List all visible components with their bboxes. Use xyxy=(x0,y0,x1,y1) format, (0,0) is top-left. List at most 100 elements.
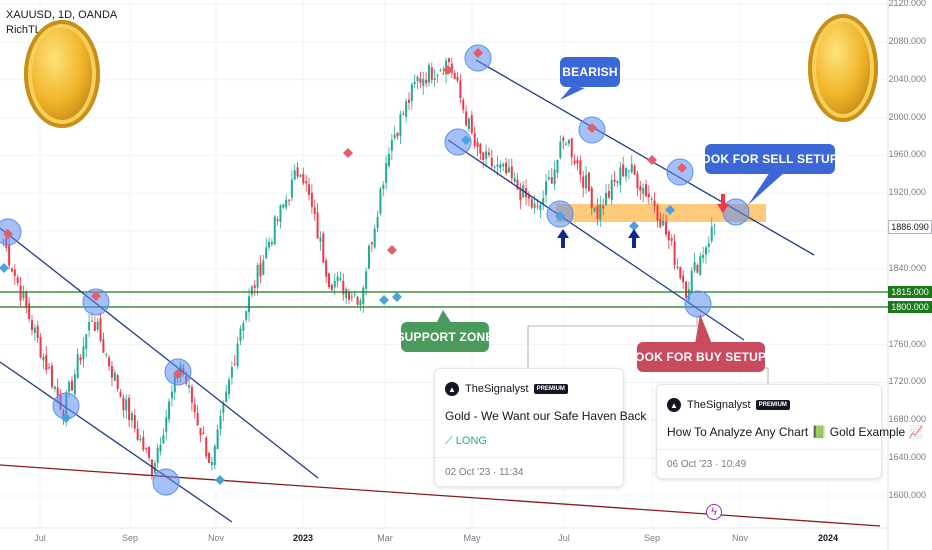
candle-body xyxy=(116,375,119,389)
candle-body xyxy=(542,198,545,205)
sell-setups-callout[interactable]: LOOK FOR SELL SETUPS xyxy=(694,144,846,174)
price-tick-label: 1640.000 xyxy=(888,452,926,463)
card-author: ▲ TheSignalyst PREMIUM xyxy=(667,398,790,412)
candle-body xyxy=(128,397,131,421)
pivot-diamond xyxy=(665,205,675,215)
support-zone-callout[interactable]: SUPPORT ZONE xyxy=(396,322,493,352)
touch-circle xyxy=(444,128,472,156)
price-tick-label: 2000.000 xyxy=(888,111,926,122)
bearish-callout[interactable]: BEARISH xyxy=(560,57,620,87)
channel-line-1-bottom xyxy=(0,361,233,523)
candle-body xyxy=(556,159,559,173)
candle-body xyxy=(673,241,676,266)
candle-body xyxy=(473,133,476,146)
candle-body xyxy=(10,268,13,272)
card-divider xyxy=(435,457,623,458)
candle-body xyxy=(416,76,419,82)
candle-body xyxy=(385,163,388,183)
candle-body xyxy=(613,179,616,182)
pivot-diamond xyxy=(555,211,565,221)
candle-body xyxy=(656,205,659,221)
candle-body xyxy=(305,181,308,184)
candle-body xyxy=(16,277,19,283)
candle-body xyxy=(216,429,219,450)
candle-body xyxy=(262,260,265,275)
candle-body xyxy=(550,177,553,184)
candle-body xyxy=(265,247,268,259)
candle-body xyxy=(250,286,253,295)
candle-body xyxy=(516,179,519,190)
idea-card-1[interactable]: ▲ TheSignalyst PREMIUM Gold - We Want ou… xyxy=(434,368,646,487)
pivot-diamond xyxy=(473,48,483,58)
candle-body xyxy=(122,397,125,411)
candle-body xyxy=(399,114,402,136)
candle-body xyxy=(645,184,648,197)
card-date: 02 Oct '23 · 11:34 xyxy=(445,467,524,478)
price-tick-label: 2080.000 xyxy=(888,35,926,46)
card-title[interactable]: How To Analyze Any Chart 📗 Gold Example … xyxy=(667,425,924,439)
candle-body xyxy=(42,356,45,361)
premium-badge: PREMIUM xyxy=(533,384,568,394)
candle-body xyxy=(642,187,645,194)
candle-body xyxy=(699,255,702,276)
candle-body xyxy=(330,284,333,291)
pivot-diamond xyxy=(61,413,71,423)
candle-body xyxy=(293,170,296,180)
candle-body xyxy=(539,204,542,210)
candle-body xyxy=(102,339,105,353)
card-author: ▲ TheSignalyst PREMIUM xyxy=(445,382,568,396)
idea-card-2[interactable]: ▲ TheSignalyst PREMIUM How To Analyze An… xyxy=(656,384,923,479)
candle-body xyxy=(662,220,665,226)
candle-body xyxy=(359,300,362,306)
candle-body xyxy=(610,180,613,200)
candle-body xyxy=(130,413,133,421)
price-tick-label: 1960.000 xyxy=(888,149,926,160)
candle-body xyxy=(245,310,248,320)
buy-setups-callout[interactable]: LOOK FOR BUY SETUPS xyxy=(628,342,774,372)
candle-body xyxy=(625,168,628,177)
price-tick-label: 2120.000 xyxy=(888,0,926,8)
pivot-diamond xyxy=(387,245,397,255)
candle-body xyxy=(199,427,202,436)
candle-body xyxy=(105,353,108,355)
candle-body xyxy=(219,416,222,429)
card-title[interactable]: Gold - We Want our Safe Haven Back xyxy=(445,409,647,423)
candle-body xyxy=(373,228,376,248)
candle-body xyxy=(425,79,428,84)
candle-body xyxy=(45,354,48,370)
candle-body xyxy=(510,166,513,179)
candle-body xyxy=(396,132,399,137)
candle-body xyxy=(453,72,456,79)
candle-body xyxy=(165,417,168,432)
candle-body xyxy=(239,328,242,342)
price-tick-label: 1920.000 xyxy=(888,187,926,198)
candle-body xyxy=(470,115,473,134)
candle-body xyxy=(19,285,22,301)
candle-body xyxy=(273,216,276,245)
pivot-diamonds xyxy=(0,48,687,485)
candle-body xyxy=(119,391,122,397)
candle-body xyxy=(530,198,533,208)
candle-body xyxy=(313,207,316,214)
candle-body xyxy=(205,437,208,457)
candle-body xyxy=(336,276,339,282)
candle-body xyxy=(496,164,499,167)
candle-body xyxy=(605,192,608,206)
candle-body xyxy=(685,281,688,298)
symbol-line: XAUUSD, 1D, OANDA xyxy=(6,9,118,21)
price-tick-label: 1600.000 xyxy=(888,490,926,500)
candle-body xyxy=(99,318,102,341)
lightning-icon[interactable]: ϟ xyxy=(706,504,722,520)
card-divider xyxy=(657,449,881,450)
time-tick-label: Mar xyxy=(377,533,393,543)
candle-body xyxy=(25,291,28,307)
candle-body xyxy=(576,159,579,164)
callout-tail-buy xyxy=(695,314,712,344)
candle-body xyxy=(513,177,516,182)
candle-body xyxy=(222,403,225,413)
candle-body xyxy=(256,265,259,288)
candle-body xyxy=(168,401,171,420)
time-tick-label: Nov xyxy=(207,533,225,543)
candle-body xyxy=(39,337,42,358)
